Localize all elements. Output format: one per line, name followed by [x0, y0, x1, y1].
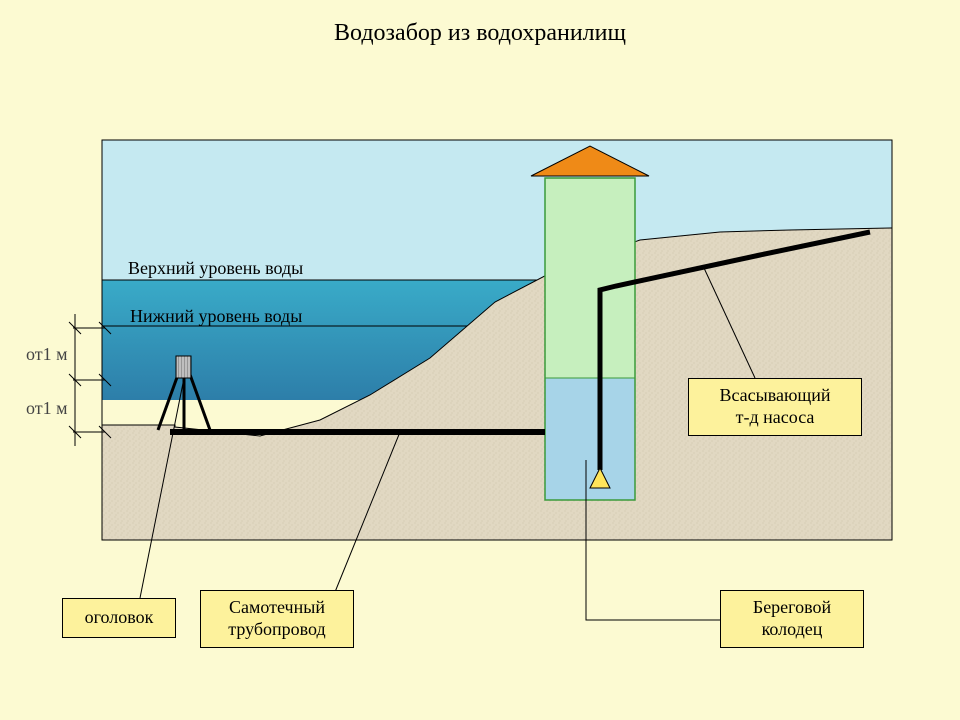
callout-shore-well: Береговойколодец — [720, 590, 864, 648]
upper-level-label: Верхний уровень воды — [128, 258, 303, 279]
depth-tick-label: от1 м — [26, 398, 68, 419]
tower-water — [545, 378, 635, 500]
tower-upper — [545, 178, 635, 378]
callout-text: Всасывающийт-д насоса — [719, 385, 830, 428]
callout-suction: Всасывающийт-д насоса — [688, 378, 862, 436]
intake-strainer — [176, 356, 191, 378]
lower-level-label: Нижний уровень воды — [130, 306, 302, 327]
depth-tick-label: от1 м — [26, 344, 68, 365]
callout-text: Самотечныйтрубопровод — [228, 597, 325, 640]
shore-well-tower — [531, 146, 649, 500]
callout-text: оголовок — [85, 607, 154, 629]
callout-text: Береговойколодец — [753, 597, 831, 640]
callout-ogolovok: оголовок — [62, 598, 176, 638]
callout-gravity: Самотечныйтрубопровод — [200, 590, 354, 648]
